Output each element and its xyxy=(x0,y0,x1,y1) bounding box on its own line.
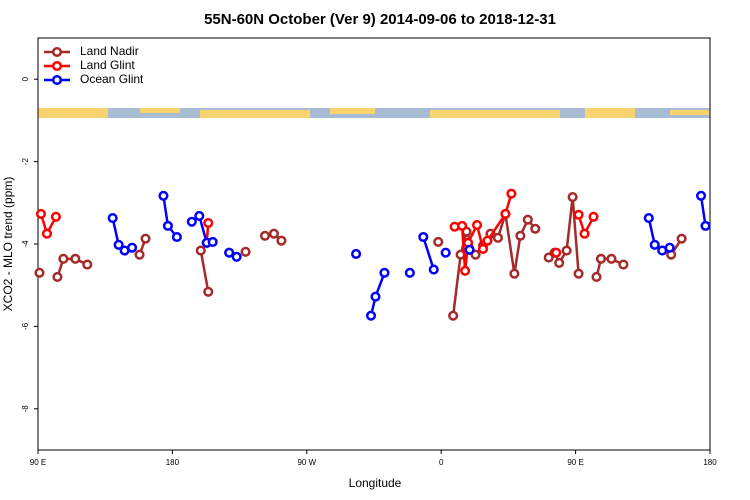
point xyxy=(477,243,489,254)
point xyxy=(664,242,675,253)
point xyxy=(515,230,526,241)
point xyxy=(224,247,235,258)
point xyxy=(457,220,468,231)
legend-marker xyxy=(51,46,63,58)
point xyxy=(588,211,599,222)
legend-marker xyxy=(51,74,63,86)
point xyxy=(700,220,711,231)
point xyxy=(554,257,565,269)
point xyxy=(470,249,481,260)
point xyxy=(579,228,590,239)
point xyxy=(203,217,214,229)
point xyxy=(52,271,63,283)
point xyxy=(643,212,654,224)
point xyxy=(134,249,145,260)
y-tick-label: -6 xyxy=(21,322,30,330)
point xyxy=(676,233,687,244)
point xyxy=(162,220,173,231)
point xyxy=(567,191,578,203)
point xyxy=(464,244,475,255)
y-axis-label: XCO2 - MLO trend (ppm) xyxy=(1,177,15,312)
point xyxy=(433,236,444,247)
point xyxy=(41,228,53,239)
point xyxy=(186,216,197,227)
point xyxy=(543,252,554,263)
point xyxy=(561,245,572,256)
point xyxy=(460,265,471,276)
y-tick-label: -2 xyxy=(21,157,30,165)
point xyxy=(500,208,511,219)
point xyxy=(203,286,214,297)
x-tick-label: 90 E xyxy=(30,458,46,467)
point xyxy=(240,246,251,257)
point xyxy=(418,231,429,243)
point xyxy=(58,253,69,264)
point xyxy=(440,247,451,258)
point xyxy=(82,259,93,270)
plot-frame xyxy=(37,37,711,451)
point xyxy=(506,188,517,199)
point xyxy=(522,214,533,225)
point xyxy=(471,219,483,231)
y-tick-label: 0 xyxy=(21,76,30,81)
point xyxy=(50,211,61,222)
point xyxy=(404,267,415,278)
legend-label: Land Glint xyxy=(80,58,135,72)
point xyxy=(595,253,607,264)
point xyxy=(695,190,707,201)
x-tick-label: 180 xyxy=(703,458,717,467)
point xyxy=(127,242,138,253)
point xyxy=(551,247,562,258)
series-line xyxy=(39,193,595,271)
point xyxy=(365,310,377,321)
x-tick-label: 0 xyxy=(439,458,444,467)
legend-marker xyxy=(51,60,63,72)
legend-label: Ocean Glint xyxy=(80,72,144,86)
point xyxy=(428,264,439,275)
x-axis-label: Longitude xyxy=(349,476,402,490)
point xyxy=(606,253,617,264)
point xyxy=(448,310,459,321)
point xyxy=(509,268,520,279)
point xyxy=(195,245,206,256)
chart-title: 55N-60N October (Ver 9) 2014-09-06 to 20… xyxy=(204,11,556,28)
point xyxy=(140,233,151,244)
point xyxy=(194,210,205,222)
point xyxy=(34,267,45,278)
point xyxy=(276,235,287,246)
point xyxy=(113,239,124,250)
point xyxy=(482,235,493,246)
map-strip xyxy=(38,108,710,118)
point xyxy=(573,268,584,279)
point xyxy=(268,228,279,239)
point xyxy=(351,248,362,259)
x-tick-label: 90 E xyxy=(567,458,583,467)
point xyxy=(207,236,218,247)
point xyxy=(70,253,81,264)
point xyxy=(35,208,47,219)
point xyxy=(649,239,660,250)
point xyxy=(618,259,629,270)
point xyxy=(171,231,182,243)
point xyxy=(591,271,602,283)
point xyxy=(231,251,242,262)
point xyxy=(492,232,503,243)
legend-label: Land Nadir xyxy=(80,44,139,58)
point xyxy=(259,230,271,241)
series-line xyxy=(56,196,683,316)
y-tick-label: -4 xyxy=(21,240,30,248)
point xyxy=(379,267,390,278)
point xyxy=(573,209,584,220)
point xyxy=(370,291,381,302)
y-tick-label: -8 xyxy=(21,405,30,413)
point xyxy=(107,212,118,224)
point xyxy=(530,223,541,234)
x-tick-label: 90 W xyxy=(297,458,316,467)
x-tick-label: 180 xyxy=(166,458,180,467)
point xyxy=(158,190,169,201)
